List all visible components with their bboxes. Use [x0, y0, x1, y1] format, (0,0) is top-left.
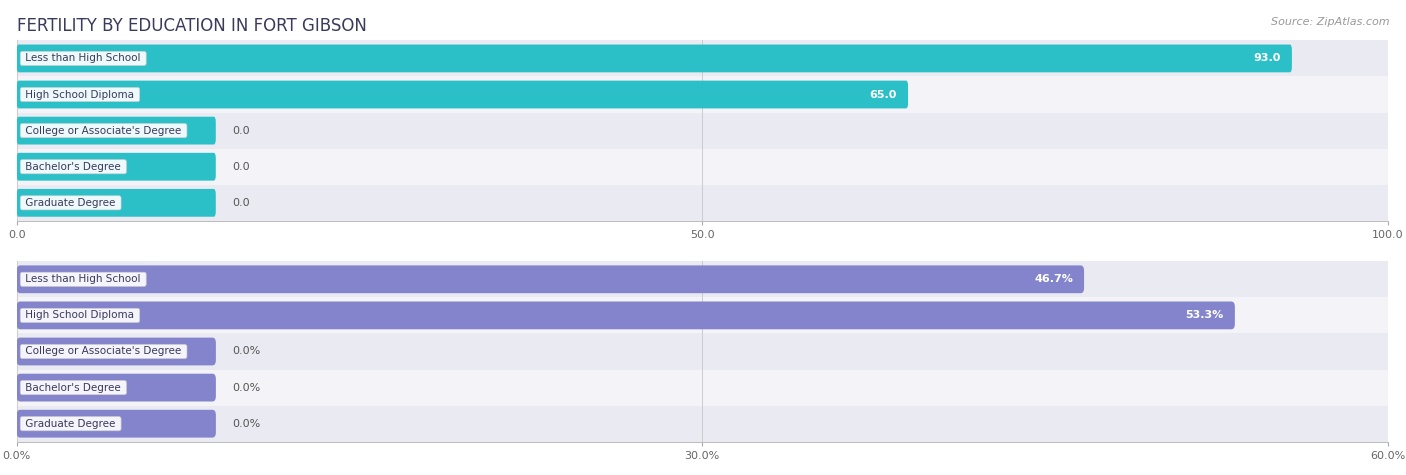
Text: 0.0: 0.0 [232, 125, 250, 136]
Text: College or Associate's Degree: College or Associate's Degree [22, 125, 184, 136]
Text: 93.0: 93.0 [1253, 53, 1281, 64]
Text: Graduate Degree: Graduate Degree [22, 418, 120, 429]
Bar [17, 406, 1388, 442]
FancyBboxPatch shape [17, 153, 215, 180]
FancyBboxPatch shape [17, 189, 215, 217]
Text: Source: ZipAtlas.com: Source: ZipAtlas.com [1271, 17, 1389, 27]
Bar [17, 261, 1388, 297]
Text: Bachelor's Degree: Bachelor's Degree [22, 162, 124, 172]
FancyBboxPatch shape [17, 117, 215, 144]
Text: 53.3%: 53.3% [1185, 310, 1223, 321]
Text: 46.7%: 46.7% [1033, 274, 1073, 285]
FancyBboxPatch shape [17, 45, 1292, 72]
Bar [17, 297, 1388, 333]
Text: Bachelor's Degree: Bachelor's Degree [22, 382, 124, 393]
FancyBboxPatch shape [17, 302, 1234, 329]
Text: 0.0%: 0.0% [232, 382, 260, 393]
Text: Graduate Degree: Graduate Degree [22, 198, 120, 208]
FancyBboxPatch shape [17, 266, 1084, 293]
FancyBboxPatch shape [17, 338, 217, 365]
Text: 0.0: 0.0 [232, 162, 250, 172]
FancyBboxPatch shape [17, 410, 217, 437]
Bar [17, 370, 1388, 406]
FancyBboxPatch shape [17, 374, 217, 401]
Text: FERTILITY BY EDUCATION IN FORT GIBSON: FERTILITY BY EDUCATION IN FORT GIBSON [17, 17, 367, 35]
Bar [17, 185, 1388, 221]
Text: High School Diploma: High School Diploma [22, 310, 138, 321]
Text: 65.0: 65.0 [869, 89, 897, 100]
FancyBboxPatch shape [17, 81, 908, 108]
Bar [17, 149, 1388, 185]
Bar [17, 333, 1388, 370]
Text: Less than High School: Less than High School [22, 53, 143, 64]
Text: 0.0: 0.0 [232, 198, 250, 208]
Text: 0.0%: 0.0% [232, 346, 260, 357]
Text: Less than High School: Less than High School [22, 274, 143, 285]
Bar [17, 113, 1388, 149]
Text: High School Diploma: High School Diploma [22, 89, 138, 100]
Text: 0.0%: 0.0% [232, 418, 260, 429]
Bar [17, 40, 1388, 76]
Text: College or Associate's Degree: College or Associate's Degree [22, 346, 184, 357]
Bar [17, 76, 1388, 113]
